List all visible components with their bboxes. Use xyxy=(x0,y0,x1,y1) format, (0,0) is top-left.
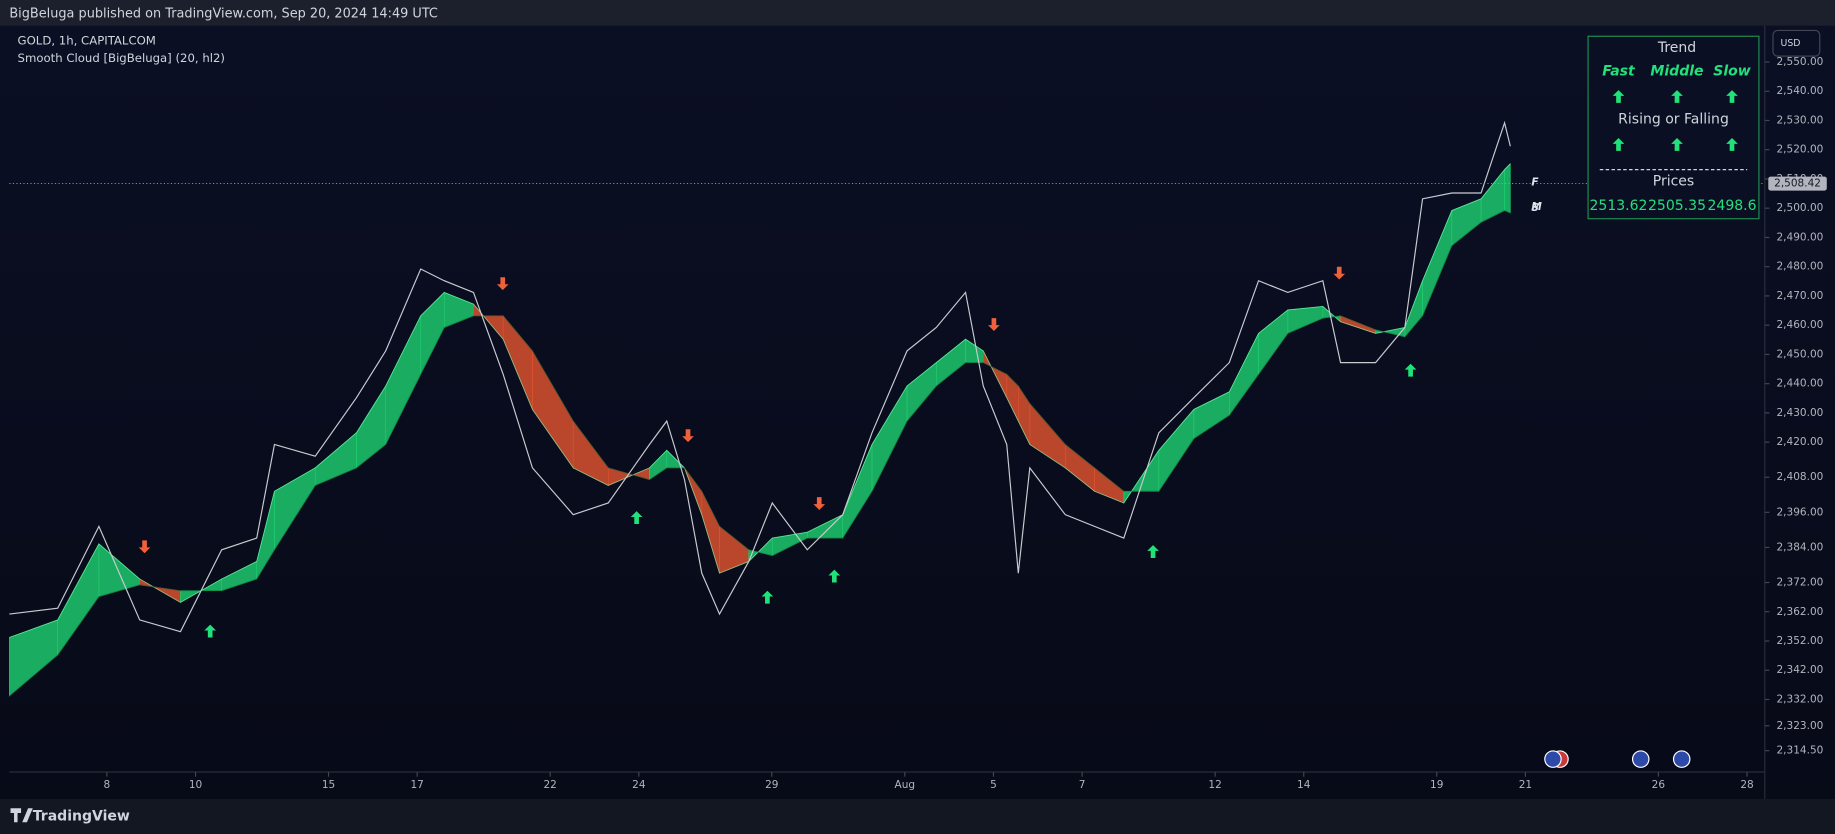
y-tick-label: 2,480.00 xyxy=(1776,261,1823,273)
y-tick-label: 2,460.00 xyxy=(1776,319,1823,331)
y-tick-label: 2,420.00 xyxy=(1776,436,1823,448)
up-signal xyxy=(630,511,643,525)
y-tick-label: 2,372.00 xyxy=(1776,577,1823,589)
up-signal xyxy=(828,569,841,583)
footer-bar xyxy=(0,798,1835,834)
trend-table: Trend Fast Middle Slow Rising or Falling… xyxy=(1587,35,1760,220)
x-tick-label: 14 xyxy=(1297,779,1311,791)
table-title: Trend xyxy=(1657,40,1696,56)
x-tick-label: 17 xyxy=(410,779,423,791)
table-box xyxy=(1587,35,1760,220)
down-signal xyxy=(496,277,509,291)
y-tick-label: 2,396.00 xyxy=(1776,506,1823,518)
y-tick-label: 2,384.00 xyxy=(1776,541,1823,553)
up-signal xyxy=(1404,363,1417,377)
y-tick-label: 2,342.00 xyxy=(1776,664,1823,676)
y-tick-label: 2,323.00 xyxy=(1776,720,1823,732)
x-tick-label: 22 xyxy=(543,779,556,791)
table-price: 2498.6 xyxy=(1707,198,1756,214)
table-price: 2505.35 xyxy=(1648,198,1706,214)
down-signal xyxy=(988,318,1000,332)
y-tick-label: 2,314.50 xyxy=(1776,745,1823,757)
table-arrow xyxy=(1671,138,1683,151)
down-signal xyxy=(682,429,694,443)
chart-title: GOLD, 1h, CAPITALCOM xyxy=(18,33,156,47)
x-tick-label: Aug xyxy=(895,779,916,791)
x-tick-label: 5 xyxy=(990,779,997,791)
table-header: Slow xyxy=(1713,63,1751,79)
last-price-label: 2,508.42 xyxy=(1774,178,1821,190)
y-tick-label: 2,440.00 xyxy=(1776,378,1823,390)
cloud-edge xyxy=(9,210,1511,697)
plot-background xyxy=(0,25,1835,799)
table-price: 2513.62 xyxy=(1590,198,1648,214)
y-tick-label: 2,470.00 xyxy=(1776,290,1823,302)
end-label: S xyxy=(1531,202,1539,214)
x-tick-label: 15 xyxy=(322,779,335,791)
x-tick-label: 24 xyxy=(632,779,646,791)
x-tick-label: 26 xyxy=(1652,779,1666,791)
y-tick-label: 2,332.00 xyxy=(1776,693,1823,705)
table-prices-title: Prices xyxy=(1653,173,1695,189)
header-bar xyxy=(0,0,1835,26)
up-signal xyxy=(1147,545,1159,558)
axes: 2,550.002,540.002,530.002,520.002,510.00… xyxy=(104,56,1827,791)
y-tick-label: 2,550.00 xyxy=(1776,56,1823,68)
table-arrow xyxy=(1612,90,1625,103)
flags xyxy=(1544,750,1691,768)
currency: USD xyxy=(1781,38,1801,49)
logo xyxy=(10,808,33,823)
x-tick-label: 7 xyxy=(1079,779,1086,791)
x-tick-label: 12 xyxy=(1208,779,1221,791)
header-text: BigBeluga published on TradingView.com, … xyxy=(9,7,438,22)
table-arrow xyxy=(1726,138,1738,151)
y-tick-label: 2,540.00 xyxy=(1776,85,1823,97)
table-subtitle: Rising or Falling xyxy=(1618,111,1729,127)
x-tick-label: 19 xyxy=(1430,779,1443,791)
chart-subtitle: Smooth Cloud [BigBeluga] (20, hl2) xyxy=(18,51,225,65)
y-tick-label: 2,490.00 xyxy=(1776,231,1823,243)
y-tick-label: 2,408.00 xyxy=(1776,471,1823,483)
x-tick-label: 29 xyxy=(765,779,778,791)
y-tick-label: 2,500.00 xyxy=(1776,202,1823,214)
footer-brand: TradingView xyxy=(33,808,130,824)
y-tick-label: 2,530.00 xyxy=(1776,114,1823,126)
table-header: Middle xyxy=(1650,63,1703,79)
table-arrow xyxy=(1726,90,1738,103)
plot: F MS xyxy=(9,120,1765,697)
price-line xyxy=(9,120,1511,633)
down-signal xyxy=(138,540,151,554)
table-header: Fast xyxy=(1602,63,1636,79)
x-tick-label: 28 xyxy=(1740,779,1753,791)
x-tick-label: 10 xyxy=(189,779,202,791)
down-signal xyxy=(1333,266,1346,280)
end-label: M xyxy=(1531,201,1542,213)
y-tick-label: 2,352.00 xyxy=(1776,635,1823,647)
end-label: F xyxy=(1531,176,1539,188)
x-tick-label: 8 xyxy=(104,779,111,791)
cloud-edge xyxy=(9,163,1511,638)
currency-button[interactable] xyxy=(1772,29,1821,57)
y-tick-label: 2,430.00 xyxy=(1776,407,1823,419)
y-tick-label: 2,520.00 xyxy=(1776,144,1823,156)
y-tick-label: 2,450.00 xyxy=(1776,348,1823,360)
x-tick-label: 21 xyxy=(1519,779,1532,791)
y-tick-label: 2,362.00 xyxy=(1776,606,1823,618)
down-signal xyxy=(813,497,826,510)
up-signal xyxy=(761,590,774,604)
up-signal xyxy=(204,624,217,638)
cloud xyxy=(1504,163,1511,214)
table-arrow xyxy=(1671,90,1683,103)
table-arrow xyxy=(1612,138,1625,151)
last-price-badge xyxy=(1768,176,1827,191)
